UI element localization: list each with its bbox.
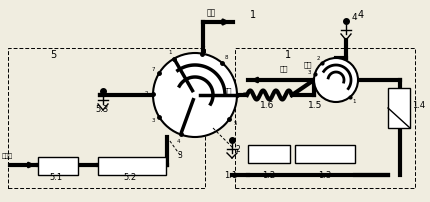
Text: 3: 3 — [177, 151, 182, 160]
Text: 2: 2 — [235, 145, 240, 154]
Bar — [248, 145, 290, 163]
Text: 进样: 进样 — [224, 87, 233, 94]
Text: 8: 8 — [225, 55, 228, 60]
Text: 5.3: 5.3 — [95, 105, 108, 114]
Text: 流动相: 流动相 — [2, 153, 13, 159]
Circle shape — [153, 53, 237, 137]
Text: 4: 4 — [352, 13, 358, 22]
Text: 5: 5 — [50, 50, 56, 60]
Bar — [38, 157, 78, 175]
Text: 1.2: 1.2 — [262, 171, 275, 180]
Bar — [295, 145, 355, 163]
Bar — [8, 48, 205, 188]
Circle shape — [314, 58, 358, 102]
Text: 3: 3 — [307, 70, 311, 75]
Text: 2: 2 — [316, 56, 320, 61]
Text: 1.1: 1.1 — [224, 171, 237, 180]
Text: 1.3: 1.3 — [318, 171, 331, 180]
Text: 1: 1 — [285, 50, 291, 60]
Text: 废液: 废液 — [280, 65, 289, 72]
Text: 进样: 进样 — [304, 61, 313, 68]
Bar — [235, 48, 415, 188]
Text: 2: 2 — [144, 91, 148, 96]
Text: 4: 4 — [358, 10, 364, 20]
Text: 5.2: 5.2 — [123, 173, 136, 182]
Text: 1: 1 — [169, 50, 172, 55]
Text: 5.1: 5.1 — [49, 173, 62, 182]
Text: 7: 7 — [152, 66, 155, 72]
Text: 1: 1 — [250, 10, 256, 20]
Text: 1: 1 — [352, 99, 356, 104]
Text: 5: 5 — [233, 121, 237, 126]
Text: 废液: 废液 — [207, 8, 216, 17]
Bar — [388, 88, 410, 128]
Text: 4: 4 — [176, 139, 180, 144]
Text: 1.5: 1.5 — [308, 101, 322, 110]
Text: 9: 9 — [242, 93, 246, 98]
Text: 3: 3 — [152, 118, 155, 123]
Bar — [98, 157, 166, 175]
Text: 1.4: 1.4 — [412, 101, 425, 110]
Text: 1.6: 1.6 — [260, 101, 274, 110]
Text: 6: 6 — [202, 44, 205, 49]
